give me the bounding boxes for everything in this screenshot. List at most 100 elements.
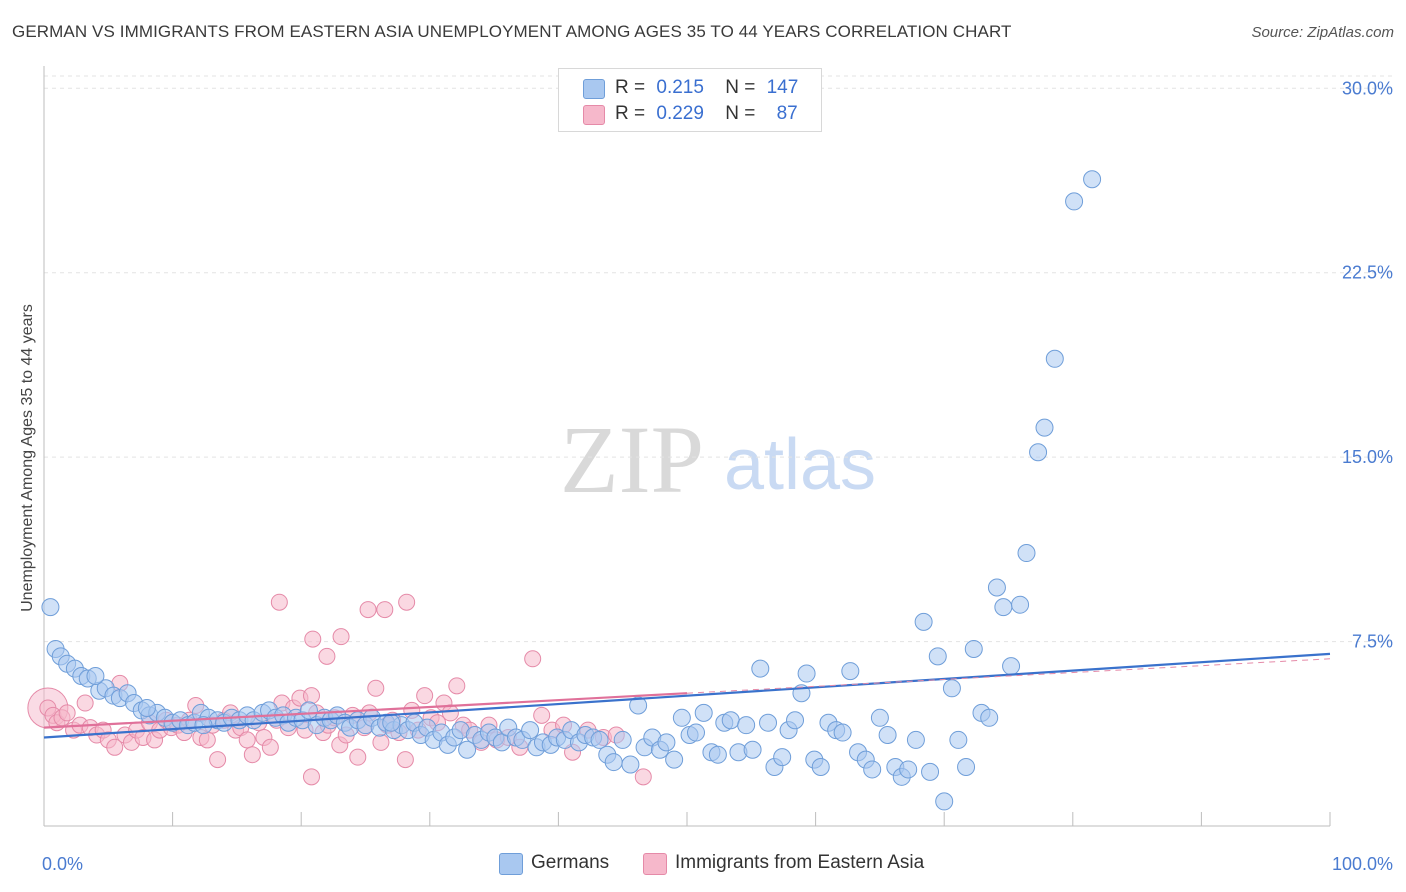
data-point [243,746,261,764]
trend-line-germans [43,652,1331,739]
data-point [590,730,609,749]
data-point [987,578,1006,597]
data-point [137,698,156,717]
data-point [302,687,320,705]
data-point [786,711,805,730]
trend-line-immigrants-extension [686,658,1331,694]
data-point [914,612,933,631]
data-point [964,639,983,658]
legend-swatch-germans [499,853,523,875]
data-point [396,751,414,769]
data-point [928,647,947,666]
data-point [1029,443,1048,462]
data-point [209,751,227,769]
data-point [737,716,756,735]
data-point [657,733,676,752]
data-point [604,753,623,772]
data-point [332,628,350,646]
x-tick-label-min: 0.0% [42,854,83,874]
data-point [621,755,640,774]
data-point [957,757,976,776]
data-point [376,601,394,619]
r-value: 0.215 [656,77,704,98]
data-point [533,706,551,724]
data-point [372,733,390,751]
n-value: 147 [766,77,799,98]
data-point [899,760,918,779]
data-point [41,598,60,617]
watermark-zip: ZIP [560,406,704,513]
data-point [58,704,76,722]
data-point [398,593,416,611]
data-point [921,762,940,781]
y-tick-label: 22.5% [1342,263,1393,283]
legend-label-immigrants: Immigrants from Eastern Asia [675,852,925,873]
data-point [270,593,288,611]
data-point [773,748,792,767]
data-point [672,708,691,727]
watermark-atlas: atlas [724,425,876,505]
immigrants-swatch [583,105,605,125]
data-point [1035,418,1054,437]
r-label: R = [615,77,646,98]
data-point [994,598,1013,617]
x-tick-label-max: 100.0% [1332,854,1393,874]
data-point [870,708,889,727]
data-point [1002,657,1021,676]
data-point [751,659,770,678]
trend-lines [43,652,1331,739]
germans-swatch [583,79,605,99]
data-point [1045,349,1064,368]
data-point [949,730,968,749]
r-label: R = [615,103,646,124]
data-point [302,768,320,786]
n-label: N = [725,103,756,124]
data-point [841,662,860,681]
y-tick-label: 7.5% [1352,632,1393,652]
data-point [613,730,632,749]
data-point [238,731,256,749]
data-point [743,740,762,759]
data-point [349,748,367,766]
data-point [687,723,706,742]
data-point [721,711,740,730]
data-point [76,694,94,712]
stats-box: R = 0.215 N = 147 R = 0.229 N = 87 [558,68,822,132]
data-point [708,745,727,764]
data-point [1017,544,1036,563]
data-point [416,687,434,705]
axes [43,66,1331,827]
data-point [261,738,279,756]
tick-labels: 7.5% 15.0% 22.5% 30.0% 0.0% 100.0% [42,78,1393,874]
data-point [86,667,105,685]
data-point [382,713,401,732]
data-point [665,750,684,769]
data-point [198,731,216,749]
data-point [906,730,925,749]
data-point [811,757,830,776]
y-tick-label: 15.0% [1342,447,1393,467]
data-point [359,601,377,619]
data-point [1065,192,1084,211]
legend-swatch-immigrants [643,853,667,875]
source-label: Source: ZipAtlas.com [1251,24,1394,41]
data-point [448,677,466,695]
data-point [318,647,336,665]
data-point [194,716,213,735]
data-point [441,704,459,722]
r-value: 0.229 [656,103,704,124]
data-point [863,760,882,779]
chart-title: GERMAN VS IMMIGRANTS FROM EASTERN ASIA U… [12,22,1012,41]
n-label: N = [725,77,756,98]
data-point [833,723,852,742]
data-point [942,679,961,698]
y-tick-label: 30.0% [1342,78,1393,98]
data-point [878,726,897,745]
data-point [1011,595,1030,614]
watermark: ZIP atlas [560,406,876,513]
data-point [106,738,124,756]
data-point [629,696,648,715]
data-point [521,721,540,740]
data-point [304,630,322,648]
